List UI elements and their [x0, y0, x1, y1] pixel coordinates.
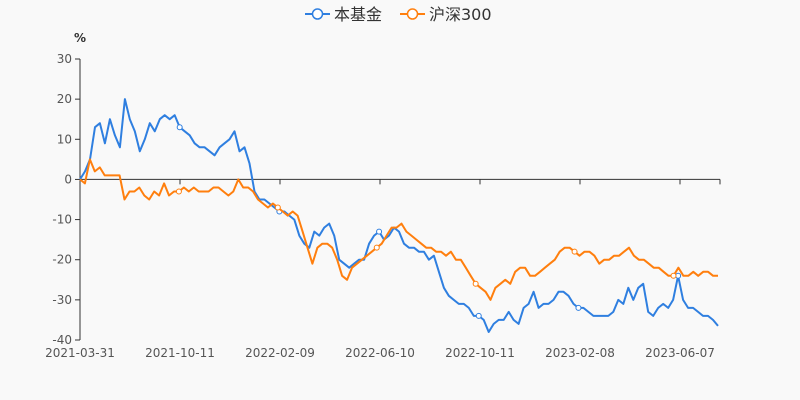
data-point	[472, 280, 479, 287]
data-point	[274, 204, 281, 211]
series-lines	[79, 98, 719, 333]
x-tick-label: 2021-03-31	[45, 346, 115, 360]
series-line-0	[79, 98, 719, 333]
y-axis-label: %	[74, 31, 86, 45]
data-point	[571, 248, 578, 255]
x-tick-label: 2023-02-08	[545, 346, 615, 360]
y-tick-label: -40	[52, 333, 72, 347]
y-tick-label: -20	[52, 253, 72, 267]
series-line-1	[79, 158, 718, 301]
legend: 本基金 沪深300	[305, 5, 492, 24]
x-tick-label: 2022-06-10	[345, 346, 415, 360]
y-tick-label: 0	[64, 172, 72, 186]
data-point	[575, 304, 582, 311]
y-tick-label: -10	[52, 213, 72, 227]
x-tick-label: 2022-02-09	[245, 346, 315, 360]
legend-label: 本基金	[334, 5, 382, 24]
x-tick-label: 2021-10-11	[145, 346, 215, 360]
data-point	[376, 228, 383, 235]
data-point	[670, 272, 677, 279]
y-tick-label: -30	[52, 293, 72, 307]
data-point	[373, 244, 380, 251]
x-axis: 2021-03-31 2021-10-11 2022-02-09 2022-06-10…	[45, 178, 721, 360]
y-tick-label: 10	[57, 132, 72, 146]
legend-circle-icon	[311, 8, 324, 20]
legend-circle-icon	[406, 8, 419, 20]
y-tick-label: 20	[57, 92, 72, 106]
y-axis: 30 20 10 0 -10 -20 -30 -40	[52, 52, 81, 347]
x-tick-label: 2023-06-07	[645, 346, 715, 360]
legend-label: 沪深300	[429, 5, 492, 24]
x-tick-label: 2022-10-11	[445, 346, 515, 360]
data-point	[475, 312, 482, 319]
data-point	[175, 188, 182, 195]
y-tick-label: 30	[57, 52, 72, 66]
data-point	[176, 124, 183, 131]
